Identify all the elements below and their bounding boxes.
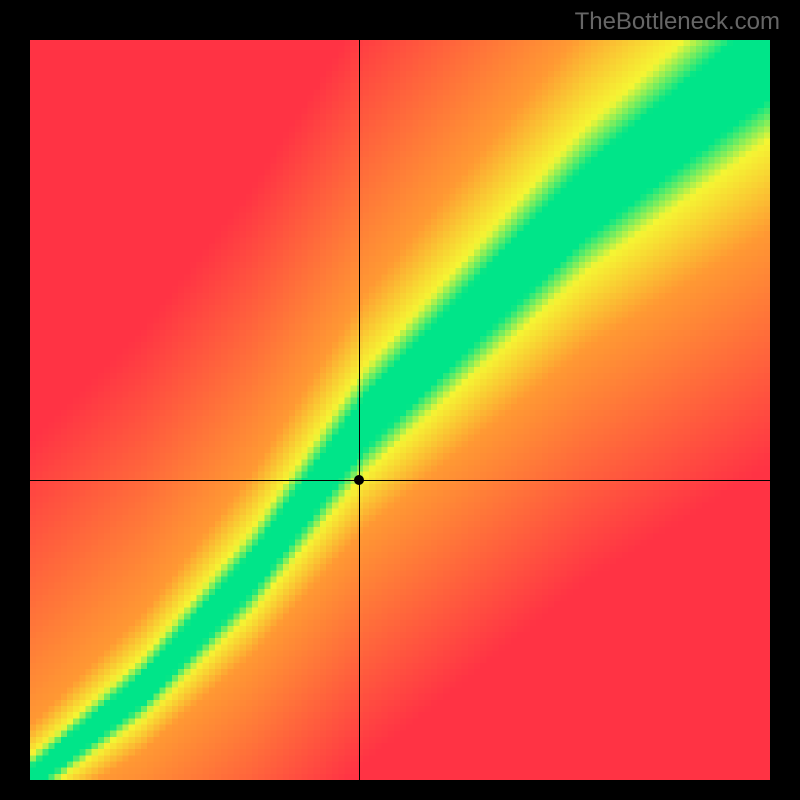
- chart-container: TheBottleneck.com: [0, 0, 800, 800]
- data-point-marker: [354, 475, 364, 485]
- heatmap-canvas: [30, 40, 770, 780]
- watermark-text: TheBottleneck.com: [575, 8, 780, 36]
- crosshair-vertical: [359, 40, 360, 780]
- crosshair-horizontal: [30, 480, 770, 481]
- plot-area: [30, 40, 770, 780]
